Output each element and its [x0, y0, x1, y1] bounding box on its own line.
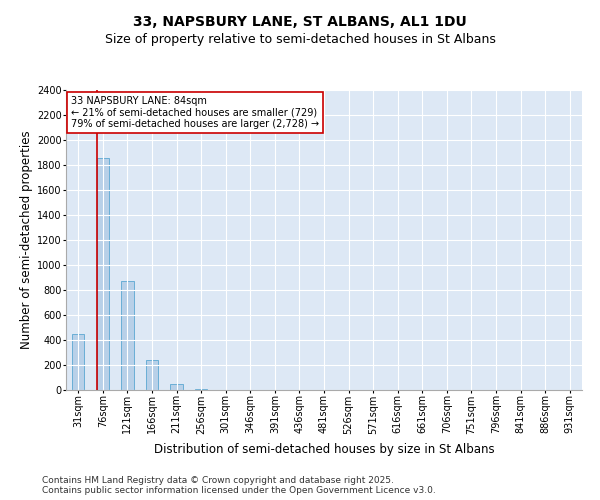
Bar — [121, 281, 134, 390]
Bar — [195, 389, 207, 390]
Text: Contains HM Land Registry data © Crown copyright and database right 2025.
Contai: Contains HM Land Registry data © Crown c… — [42, 476, 436, 495]
Bar — [146, 360, 158, 390]
Bar — [170, 384, 183, 390]
Text: Size of property relative to semi-detached houses in St Albans: Size of property relative to semi-detach… — [104, 32, 496, 46]
Bar — [72, 334, 85, 390]
Text: 33, NAPSBURY LANE, ST ALBANS, AL1 1DU: 33, NAPSBURY LANE, ST ALBANS, AL1 1DU — [133, 15, 467, 29]
Text: Distribution of semi-detached houses by size in St Albans: Distribution of semi-detached houses by … — [154, 442, 494, 456]
Y-axis label: Number of semi-detached properties: Number of semi-detached properties — [20, 130, 33, 350]
Text: 33 NAPSBURY LANE: 84sqm
← 21% of semi-detached houses are smaller (729)
79% of s: 33 NAPSBURY LANE: 84sqm ← 21% of semi-de… — [71, 96, 319, 129]
Bar — [97, 158, 109, 390]
